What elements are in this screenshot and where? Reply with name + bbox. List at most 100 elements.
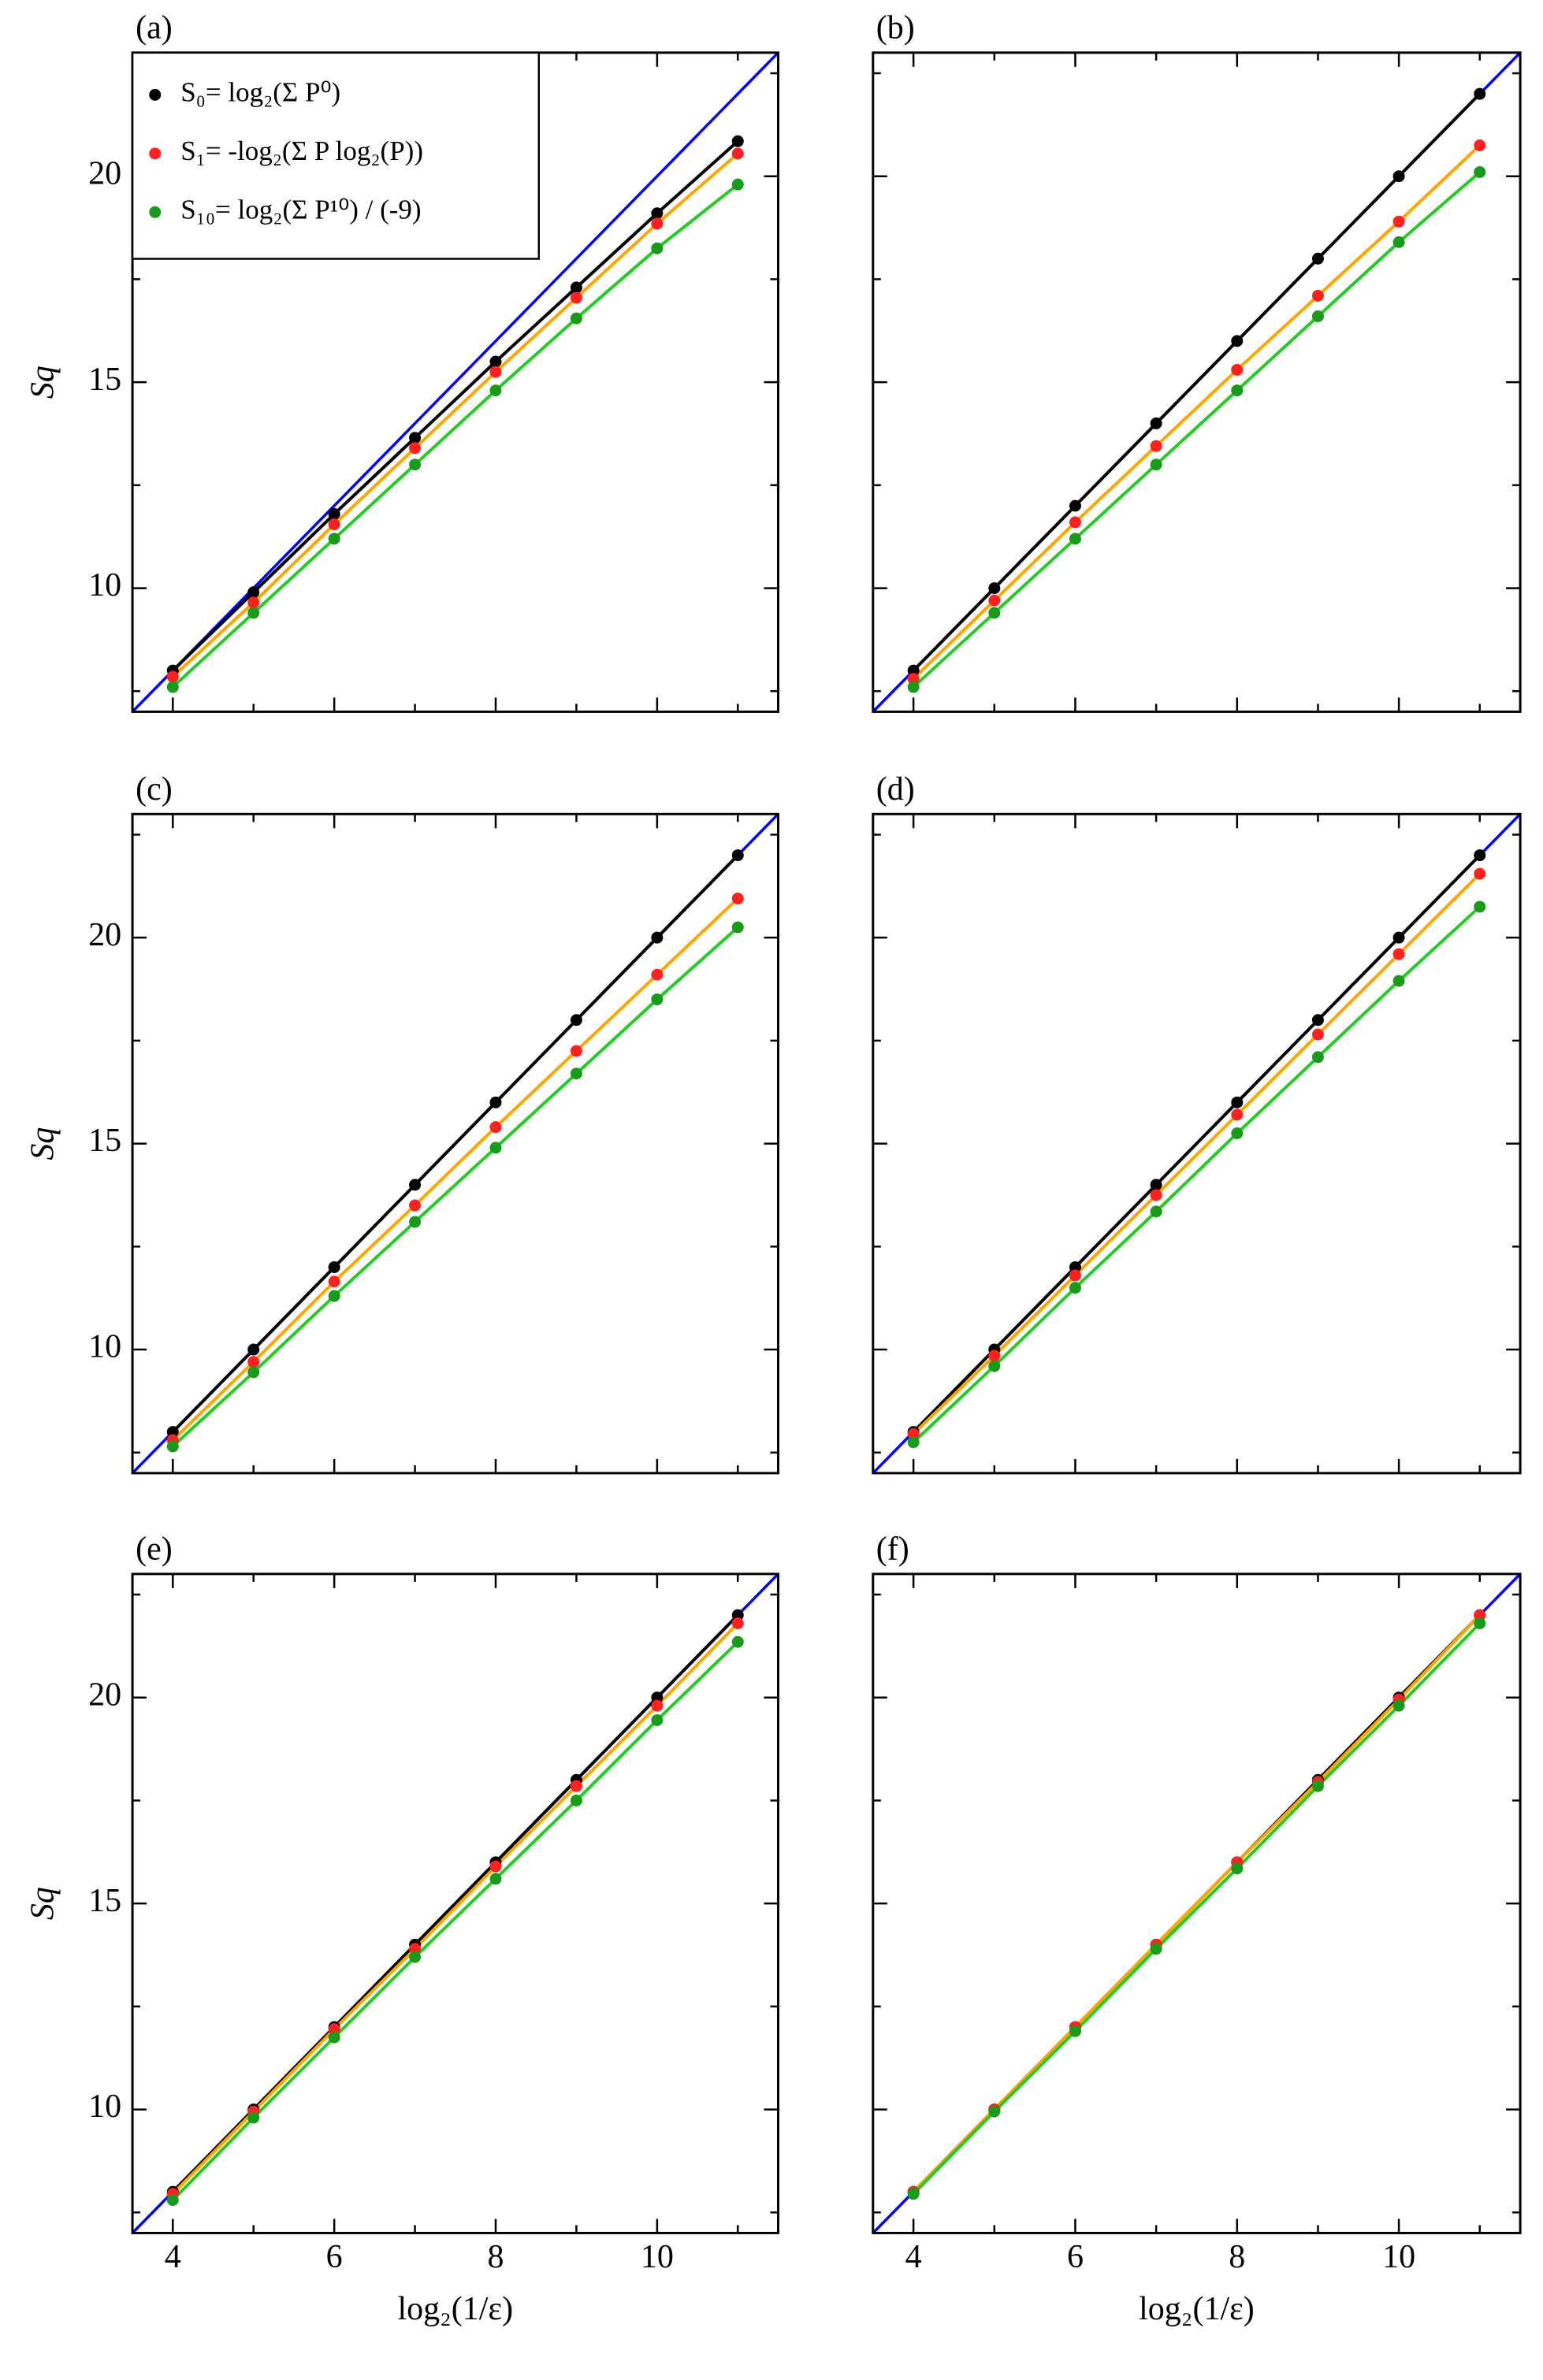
point bbox=[907, 2188, 920, 2200]
x-tick-label: 10 bbox=[1382, 2239, 1415, 2275]
point bbox=[731, 135, 744, 147]
point bbox=[489, 1121, 502, 1134]
point bbox=[570, 281, 582, 294]
point bbox=[1474, 165, 1486, 178]
fit-line bbox=[912, 872, 1482, 1435]
point bbox=[1069, 533, 1081, 545]
point bbox=[489, 1142, 502, 1154]
plot-area bbox=[132, 52, 779, 712]
y-tick-label: 15 bbox=[88, 1883, 121, 1919]
point bbox=[409, 459, 422, 471]
fit-line bbox=[912, 1613, 1482, 2193]
panel: 4 6 8 10 10 15 20 (e) log₂(1/ε) Sq bbox=[25, 1532, 779, 2327]
point bbox=[1231, 1096, 1244, 1108]
point bbox=[651, 217, 664, 230]
point bbox=[328, 533, 340, 545]
point bbox=[1231, 363, 1244, 376]
point bbox=[1311, 1051, 1324, 1064]
point bbox=[1392, 1699, 1405, 1712]
point bbox=[570, 1067, 582, 1080]
point bbox=[1311, 252, 1324, 265]
point bbox=[570, 1794, 582, 1806]
point bbox=[1311, 1014, 1324, 1027]
y-tick-label: 10 bbox=[88, 2089, 121, 2125]
x-tick-label: 8 bbox=[1229, 2239, 1245, 2275]
point bbox=[570, 1780, 582, 1792]
point bbox=[731, 1636, 744, 1648]
point bbox=[1311, 1028, 1324, 1041]
point bbox=[1311, 310, 1324, 322]
point bbox=[1069, 2025, 1081, 2037]
x-axis-label: log₂(1/ε) bbox=[397, 2291, 513, 2327]
point bbox=[988, 1350, 1001, 1362]
fit-line bbox=[171, 139, 739, 672]
point bbox=[570, 291, 582, 304]
panel-label: (b) bbox=[876, 9, 915, 46]
point bbox=[328, 518, 340, 531]
point bbox=[409, 442, 422, 455]
fit-line bbox=[912, 854, 1482, 1434]
point bbox=[1392, 170, 1405, 183]
point bbox=[409, 1199, 422, 1212]
point bbox=[988, 594, 1001, 607]
point bbox=[1150, 417, 1162, 429]
point bbox=[651, 242, 664, 254]
point bbox=[166, 1426, 179, 1439]
point bbox=[328, 1275, 340, 1288]
point bbox=[1150, 459, 1162, 471]
point bbox=[489, 366, 502, 378]
fit-line bbox=[171, 1640, 739, 2202]
point bbox=[570, 1045, 582, 1057]
legend-label: S₁₀= log₂(Σ P¹⁰) / (-9) bbox=[180, 194, 421, 225]
point bbox=[651, 931, 664, 944]
legend-label: S₀= log₂(Σ P⁰) bbox=[180, 76, 340, 107]
x-tick-label: 6 bbox=[1067, 2239, 1084, 2275]
y-tick-label: 10 bbox=[88, 567, 121, 603]
point bbox=[247, 1366, 260, 1379]
y-axis-label: Sq bbox=[25, 1127, 61, 1160]
fit-line bbox=[912, 1622, 1482, 2196]
point bbox=[1069, 1261, 1081, 1273]
point bbox=[731, 921, 744, 934]
point bbox=[328, 1290, 340, 1302]
plot-area bbox=[132, 814, 779, 1473]
point bbox=[328, 1261, 340, 1273]
point bbox=[651, 207, 664, 220]
point bbox=[409, 1943, 422, 1955]
point bbox=[1150, 1189, 1162, 1201]
y-tick-label: 15 bbox=[88, 362, 121, 398]
x-axis-label: log₂(1/ε) bbox=[1139, 2291, 1255, 2327]
panel: (d) bbox=[872, 771, 1522, 1475]
point bbox=[166, 681, 179, 693]
plot-area bbox=[132, 1573, 779, 2233]
point bbox=[1150, 440, 1162, 452]
point bbox=[1150, 1179, 1162, 1191]
legend: S₀= log₂(Σ P⁰) S₁= -log₂(Σ P log₂(P)) S₁₀=… bbox=[131, 51, 541, 260]
point bbox=[1392, 215, 1405, 228]
point bbox=[1150, 1943, 1162, 1955]
x-tick-label: 10 bbox=[641, 2239, 674, 2275]
x-tick-label: 8 bbox=[487, 2239, 504, 2275]
point bbox=[907, 664, 920, 677]
y-tick-label: 15 bbox=[88, 1123, 121, 1159]
plot-area bbox=[872, 1573, 1521, 2233]
point bbox=[907, 1436, 920, 1449]
fit-line bbox=[912, 170, 1482, 689]
panel-label: (c) bbox=[136, 771, 173, 808]
x-tick-label: 4 bbox=[905, 2239, 922, 2275]
x-tick-label: 6 bbox=[326, 2239, 343, 2275]
point bbox=[166, 2194, 179, 2207]
panel: 10 15 20 (c) Sq bbox=[25, 771, 779, 1475]
legend-marker bbox=[149, 88, 162, 101]
point bbox=[1150, 1205, 1162, 1218]
point bbox=[166, 1440, 179, 1453]
point bbox=[166, 670, 179, 683]
y-tick-label: 20 bbox=[88, 155, 121, 191]
point bbox=[247, 2111, 260, 2124]
point bbox=[328, 2031, 340, 2044]
point bbox=[409, 432, 422, 444]
fit-line bbox=[912, 905, 1482, 1444]
point bbox=[1069, 1282, 1081, 1294]
